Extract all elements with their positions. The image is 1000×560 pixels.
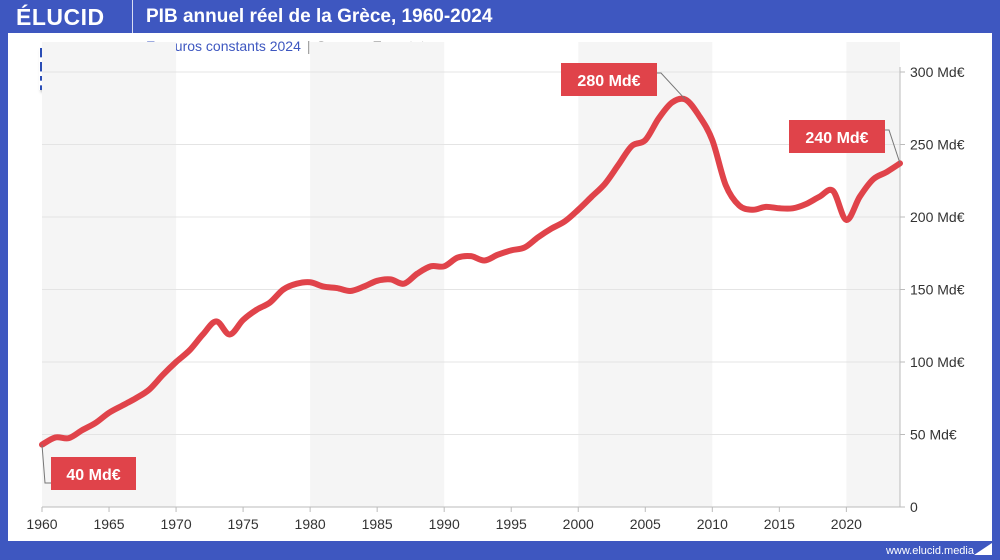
x-tick-label: 2020 <box>831 516 862 532</box>
x-tick-label: 2015 <box>764 516 795 532</box>
y-tick-label: 150 Md€ <box>910 282 965 298</box>
annotation-box <box>789 120 885 153</box>
x-tick-label: 2005 <box>630 516 661 532</box>
annotation-label: 40 Md€ <box>66 467 120 484</box>
x-tick-label: 1990 <box>429 516 460 532</box>
brand-logo: ÉLUCID <box>16 4 105 30</box>
x-tick-label: 1975 <box>228 516 259 532</box>
annotation-label: 280 Md€ <box>577 73 640 90</box>
annotation-leader <box>885 129 901 164</box>
y-tick-label: 200 Md€ <box>910 209 965 225</box>
annotation-box <box>561 63 657 96</box>
x-tick-label: 1995 <box>496 516 527 532</box>
x-tick-label: 1980 <box>295 516 326 532</box>
y-tick-label: 0 <box>910 499 918 515</box>
y-tick-label: 300 Md€ <box>910 64 965 80</box>
units-note: En euros constants 2024 <box>146 38 301 54</box>
x-tick-label: 1965 <box>93 516 124 532</box>
annotation-leader <box>41 444 51 484</box>
y-tick-label: 100 Md€ <box>910 354 965 370</box>
x-tick-label: 2010 <box>697 516 728 532</box>
x-tick-label: 2000 <box>563 516 594 532</box>
annotation-box <box>51 457 136 490</box>
x-tick-label: 1970 <box>160 516 191 532</box>
chart-title: PIB annuel réel de la Grèce, 1960-2024 <box>146 6 493 27</box>
background-band <box>310 42 445 507</box>
header-divider <box>132 0 133 33</box>
annotation-label: 240 Md€ <box>805 130 868 147</box>
annotation-leader <box>657 72 686 100</box>
y-tick-label: 250 Md€ <box>910 137 965 153</box>
background-band <box>846 42 900 507</box>
background-band <box>42 42 177 507</box>
x-tick-label: 1960 <box>26 516 57 532</box>
gdp-series-line <box>39 95 903 448</box>
subtitle-separator: | <box>306 38 311 54</box>
footer-url[interactable]: www.elucid.media <box>885 545 974 557</box>
y-tick-label: 50 Md€ <box>910 427 957 443</box>
footer-logo-icon <box>974 543 992 555</box>
background-band <box>578 42 713 507</box>
x-tick-label: 1985 <box>362 516 393 532</box>
